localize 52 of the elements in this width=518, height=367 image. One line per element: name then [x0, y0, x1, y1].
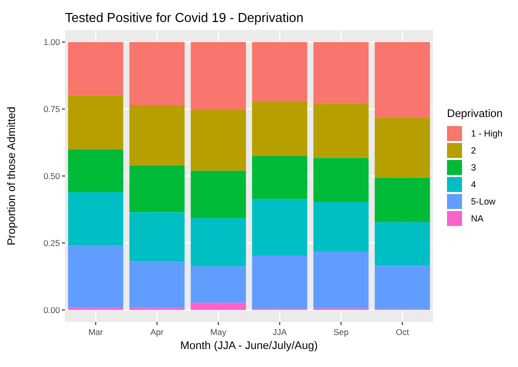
legend-label: NA — [471, 214, 484, 224]
bar — [374, 222, 430, 266]
bar — [68, 192, 124, 246]
y-axis-title: Proportion of those Admitted — [6, 106, 18, 246]
bar — [129, 42, 185, 106]
legend-label: 3 — [471, 162, 476, 173]
bar — [313, 202, 369, 252]
y-tick-label: 1.00 — [43, 37, 60, 48]
bar — [190, 170, 246, 218]
legend-label: 4 — [471, 180, 476, 190]
y-tick-label: 0.00 — [43, 304, 60, 315]
bar — [313, 252, 369, 308]
chart-title: Tested Positive for Covid 19 - Deprivation — [65, 10, 304, 25]
y-tick-label: 0.25 — [43, 238, 60, 248]
bar — [190, 218, 246, 266]
x-axis-title: Month (JJA - June/July/Aug) — [180, 340, 318, 352]
x-tick-label: Mar — [88, 327, 104, 337]
bar — [129, 212, 185, 262]
bar — [129, 165, 185, 212]
bar — [374, 42, 430, 118]
bar — [252, 102, 308, 156]
bar — [129, 105, 185, 166]
bar — [252, 42, 308, 102]
bar — [129, 262, 185, 308]
x-tick-label: Sep — [333, 327, 349, 337]
y-tick-label: 0.50 — [43, 170, 60, 181]
y-tick-label: 0.75 — [43, 104, 60, 114]
bar — [190, 110, 246, 171]
bar — [252, 199, 308, 256]
bar — [190, 42, 246, 110]
bar — [190, 302, 246, 310]
bar — [313, 42, 369, 104]
bar — [313, 104, 369, 158]
legend-label: 1 - High — [471, 128, 503, 139]
legend-label: 5-Low — [471, 196, 496, 207]
bar — [190, 266, 246, 303]
x-tick-label: JJA — [272, 327, 288, 337]
bar — [252, 156, 308, 200]
bar — [374, 178, 430, 222]
legend-title: Deprivation — [447, 108, 503, 120]
legend-label: 2 — [471, 146, 476, 156]
bar — [374, 266, 430, 309]
bar — [313, 158, 369, 202]
x-tick-label: Apr — [150, 327, 164, 337]
x-tick-label: Oct — [396, 327, 410, 337]
x-tick-label: May — [210, 327, 228, 337]
bar — [68, 42, 124, 96]
bar — [68, 246, 124, 308]
bar — [252, 256, 308, 309]
bar — [374, 118, 430, 178]
bar — [68, 149, 124, 192]
bar — [68, 96, 124, 150]
